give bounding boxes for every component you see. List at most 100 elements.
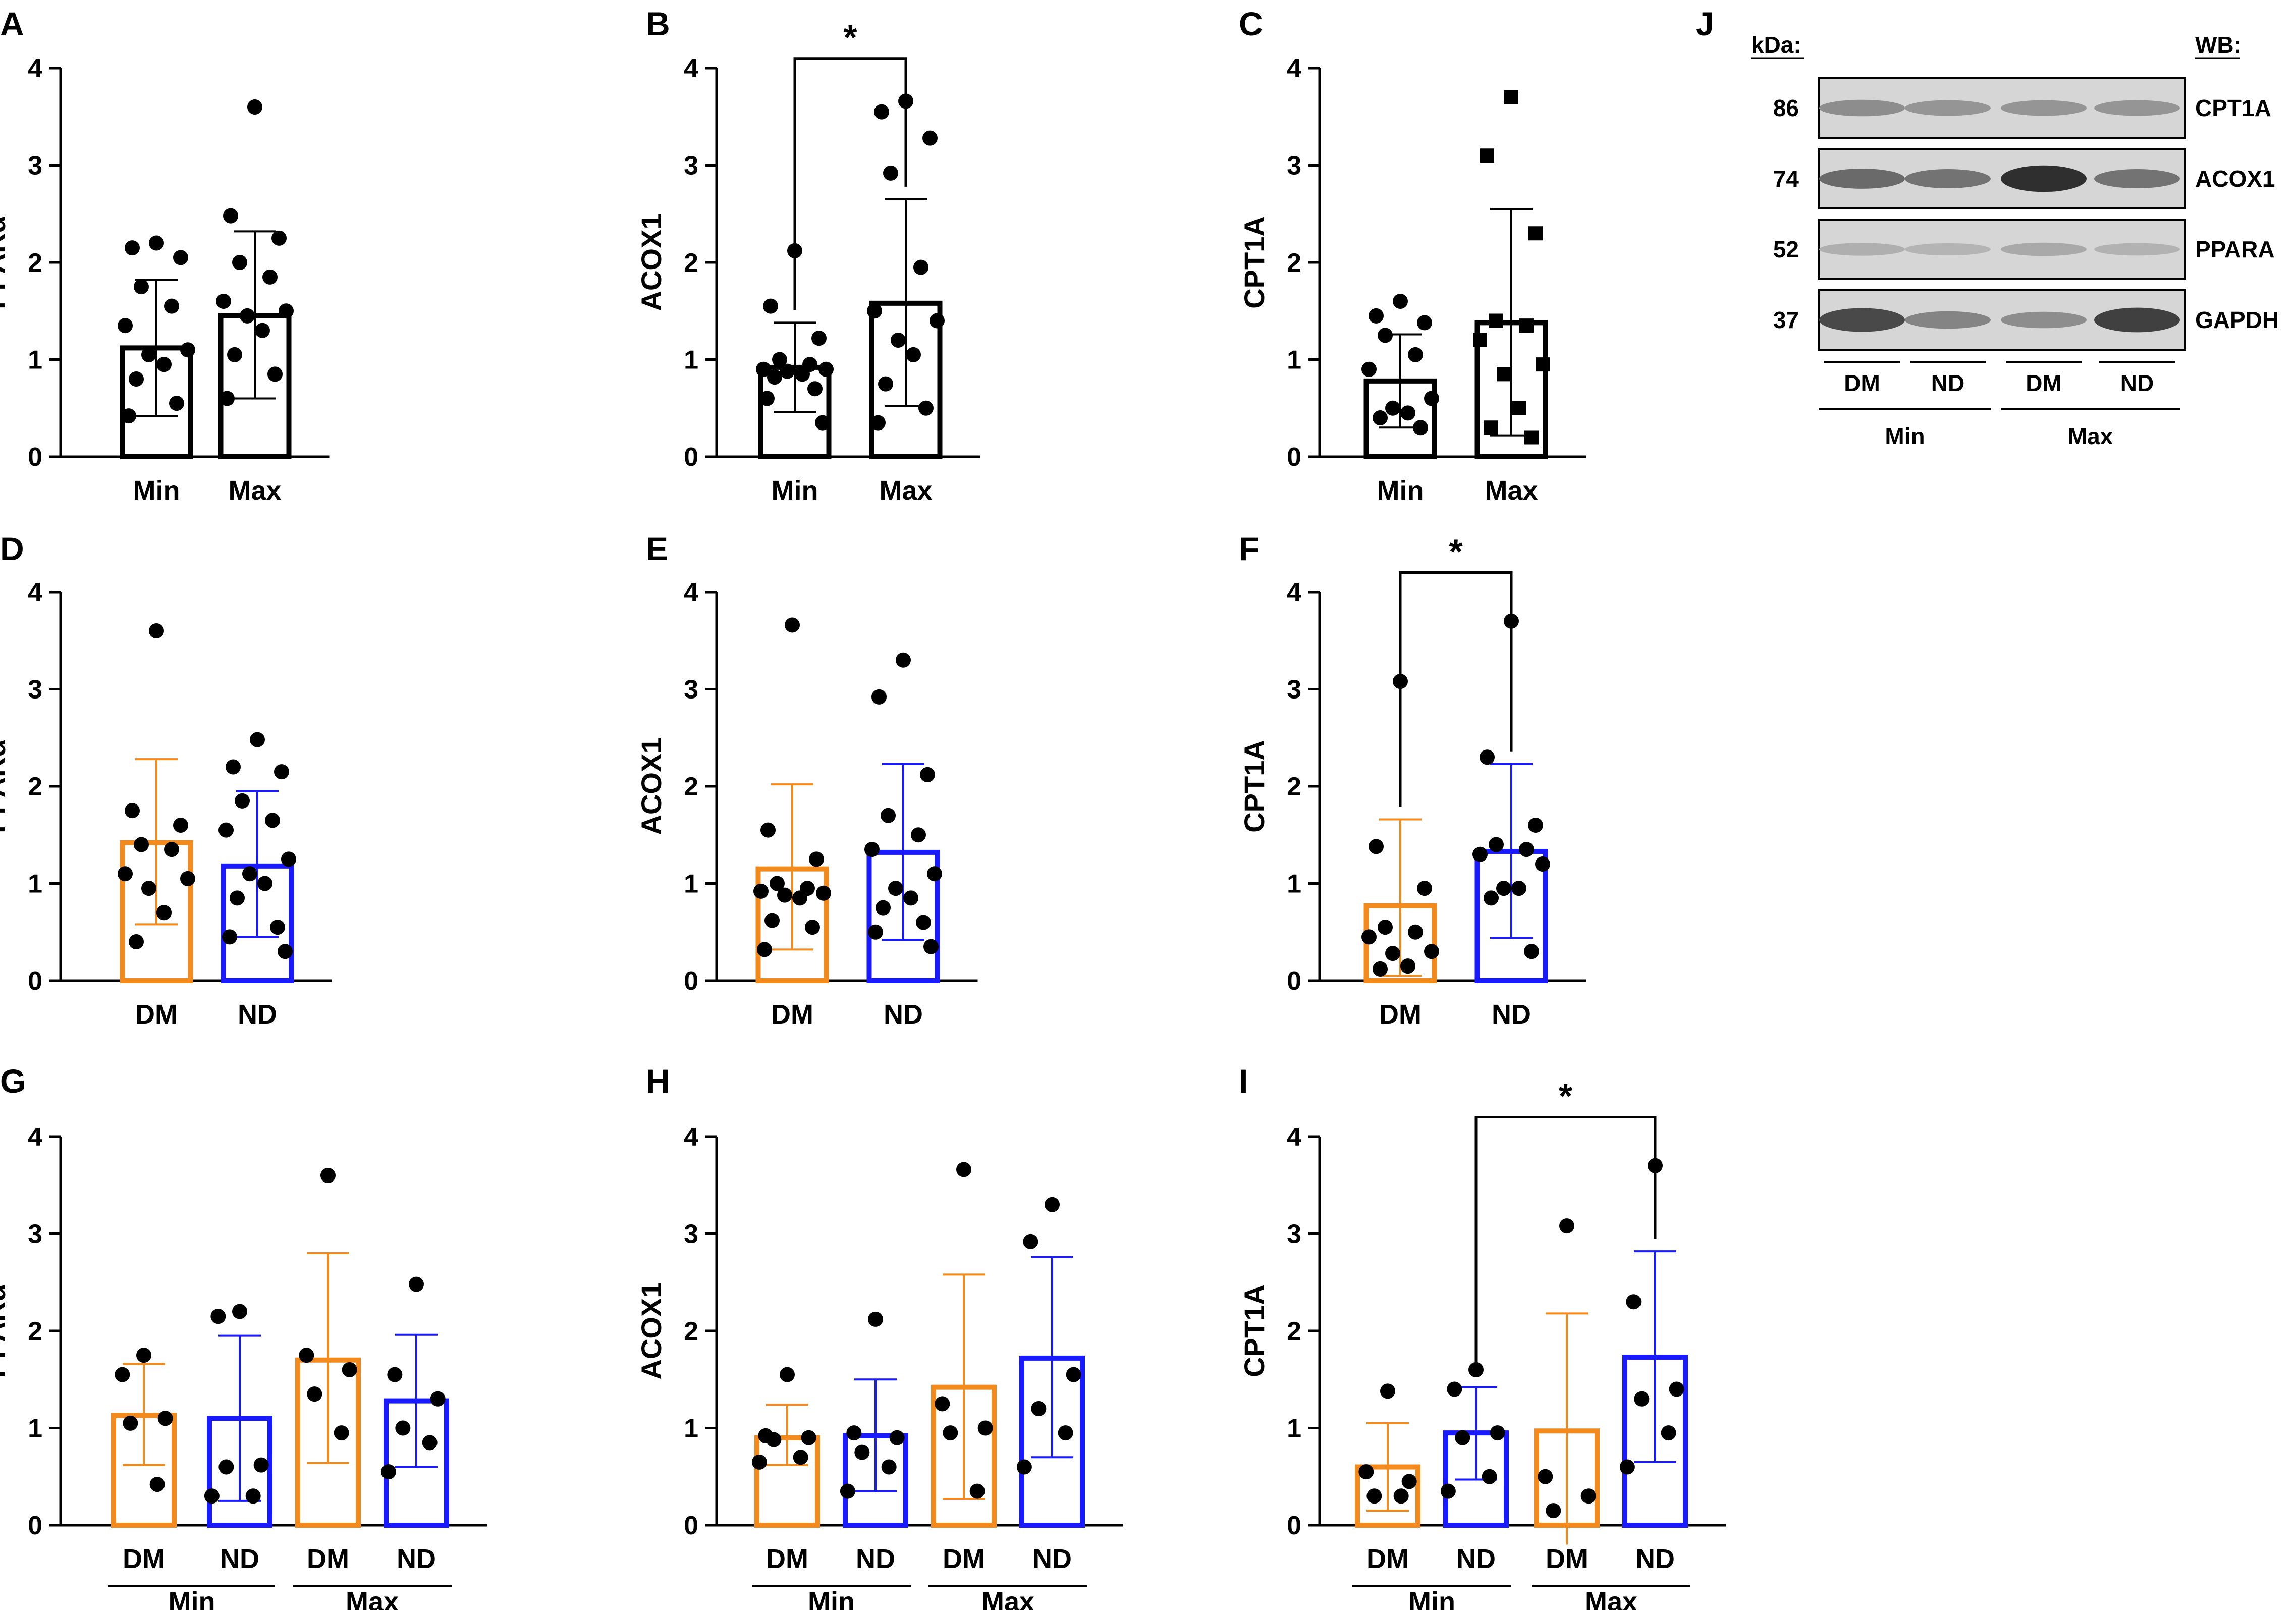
data-point (1511, 881, 1526, 896)
data-point (1619, 1459, 1635, 1475)
data-point (918, 400, 934, 416)
data-point (1400, 405, 1415, 421)
data-point (1393, 1488, 1409, 1504)
y-tick-label: 4 (28, 54, 42, 83)
data-point (846, 1425, 862, 1441)
data-point (1484, 890, 1499, 906)
data-point (780, 363, 795, 379)
data-point (1380, 1383, 1395, 1399)
data-point (270, 920, 285, 935)
data-point (1400, 958, 1415, 974)
data-point (920, 767, 935, 782)
data-point (235, 793, 250, 809)
data-point (1661, 1425, 1676, 1441)
data-point (766, 1432, 782, 1447)
panel-letter: H (646, 1062, 670, 1100)
data-point (969, 1483, 985, 1499)
data-point (1524, 430, 1539, 445)
kda-marker: 86 (1773, 95, 1799, 121)
blot-group-label: Min (1885, 423, 1925, 449)
blot-band (2001, 165, 2087, 192)
data-point (1447, 1381, 1462, 1397)
data-point (164, 842, 179, 857)
data-point (807, 381, 823, 397)
data-point (1413, 420, 1428, 436)
data-point (793, 1450, 808, 1465)
protein-label: ACOX1 (2195, 166, 2275, 192)
data-point (334, 1425, 349, 1441)
y-tick-label: 4 (1287, 1122, 1301, 1152)
data-point (1417, 315, 1432, 331)
blot-band (1819, 169, 1905, 189)
data-point (1538, 1469, 1553, 1484)
data-point (763, 298, 778, 314)
y-tick-label: 4 (1287, 578, 1301, 607)
data-point (173, 250, 188, 265)
data-point (253, 1457, 269, 1473)
data-point (881, 808, 896, 823)
data-point (1528, 226, 1543, 241)
x-category-label: ND (884, 999, 923, 1030)
x-category-label: ND (1492, 999, 1531, 1030)
data-point (125, 803, 140, 819)
blot-band (1905, 169, 1991, 188)
data-point (1504, 90, 1518, 104)
data-point (930, 313, 945, 329)
data-point (1417, 881, 1432, 896)
group-label: Max (1584, 1587, 1637, 1610)
y-tick-label: 0 (684, 443, 698, 472)
blot-band (2094, 100, 2180, 116)
y-tick-label: 1 (684, 870, 698, 899)
protein-label: CPT1A (2195, 95, 2271, 121)
data-point (1559, 1218, 1574, 1234)
data-point (815, 415, 830, 431)
data-point (801, 1430, 816, 1445)
data-point (767, 369, 782, 385)
data-point (874, 104, 889, 120)
y-tick-label: 2 (1287, 772, 1301, 801)
y-tick-label: 1 (1287, 870, 1301, 899)
data-point (1497, 367, 1511, 382)
data-point (911, 827, 926, 843)
y-tick-label: 2 (28, 248, 42, 278)
significance-bracket (793, 57, 907, 310)
data-point (141, 881, 156, 896)
blot-band (2001, 311, 2087, 329)
wb-header: WB: (2195, 32, 2242, 58)
y-axis-label: ACOX1 (635, 1282, 667, 1380)
data-point (1385, 400, 1400, 416)
x-category-label: DM (766, 1544, 808, 1574)
data-point (204, 1488, 220, 1504)
data-point (156, 357, 172, 372)
protein-label: GAPDH (2195, 307, 2279, 333)
y-tick-label: 3 (28, 151, 42, 181)
data-point (265, 813, 280, 828)
data-point (1066, 1367, 1081, 1382)
y-axis-label: PPARα (0, 216, 11, 309)
data-point (157, 1411, 173, 1426)
blot-band (1819, 243, 1905, 256)
significance-star: * (843, 18, 857, 57)
y-tick-label: 3 (1287, 1220, 1301, 1249)
data-point (422, 1435, 438, 1451)
y-tick-label: 0 (684, 1511, 698, 1540)
data-point (218, 822, 234, 838)
blot-band (1905, 243, 1991, 256)
data-point (889, 1430, 905, 1445)
data-point (1489, 837, 1504, 852)
significance-star: * (1449, 532, 1463, 571)
panel-letter: I (1239, 1062, 1248, 1100)
data-point (1535, 856, 1550, 872)
blot-band (1819, 99, 1905, 117)
data-point (780, 1367, 795, 1382)
data-point (247, 99, 262, 115)
data-point (1373, 961, 1388, 977)
panel-letter: J (1696, 5, 1714, 42)
data-point (1580, 1488, 1596, 1504)
data-point (125, 240, 140, 256)
data-point (1393, 294, 1408, 309)
y-tick-label: 1 (28, 1414, 42, 1443)
panel-letter: G (0, 1062, 26, 1100)
blot-band (2094, 243, 2180, 256)
data-point (1473, 333, 1487, 347)
